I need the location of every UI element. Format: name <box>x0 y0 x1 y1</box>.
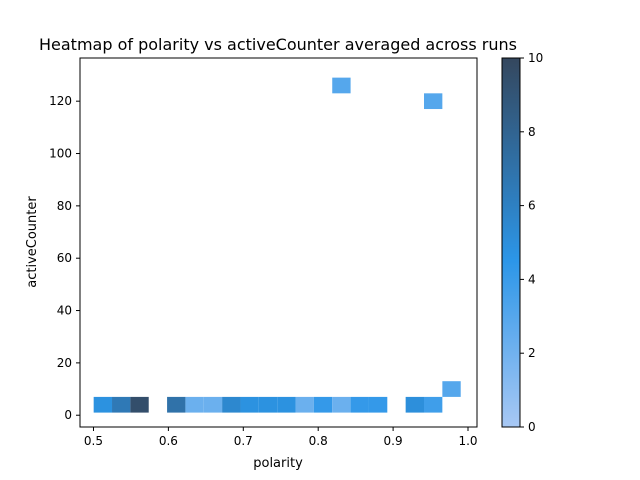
heatmap-cell <box>203 396 223 413</box>
x-tick-label: 0.8 <box>309 434 328 448</box>
heatmap-cell <box>332 77 351 94</box>
heatmap-cell <box>332 396 351 413</box>
x-tick-label: 0.7 <box>234 434 253 448</box>
heatmap-cell <box>424 396 443 413</box>
heatmap-cell <box>130 396 149 413</box>
heatmap-cell <box>368 396 388 413</box>
colorbar-tick-label: 6 <box>528 199 536 213</box>
y-tick-label: 20 <box>57 356 72 370</box>
chart-title: Heatmap of polarity vs activeCounter ave… <box>39 35 517 54</box>
y-tick-label: 80 <box>57 199 72 213</box>
y-axis-label: activeCounter <box>25 196 40 288</box>
heatmap-cell <box>442 381 461 397</box>
x-tick-label: 0.6 <box>159 434 178 448</box>
colorbar-tick-label: 4 <box>528 272 536 286</box>
colorbar-tick-label: 0 <box>528 420 536 434</box>
heatmap-cell <box>167 396 186 413</box>
x-axis-ticks: 0.5 0.6 0.7 0.8 0.9 1.0 <box>84 427 478 448</box>
heatmap-cell <box>350 396 369 413</box>
colorbar-tick-label: 2 <box>528 346 536 360</box>
colorbar <box>501 57 521 428</box>
x-tick-label: 0.5 <box>84 434 103 448</box>
y-tick-label: 120 <box>49 94 72 108</box>
heatmap-cell <box>258 396 278 413</box>
y-tick-label: 60 <box>57 251 72 265</box>
heatmap-cell <box>185 396 204 413</box>
x-tick-label: 1.0 <box>458 434 477 448</box>
y-tick-label: 0 <box>64 408 72 422</box>
heatmap-cell <box>277 396 296 413</box>
x-tick-label: 0.9 <box>384 434 403 448</box>
colorbar-tick-label: 8 <box>528 125 536 139</box>
heatmap-cell <box>313 396 333 413</box>
heatmap-cell <box>295 396 314 413</box>
y-tick-label: 100 <box>49 147 72 161</box>
heatmap-cell <box>112 396 131 413</box>
heatmap-cell <box>405 396 424 413</box>
plot-area-frame <box>79 57 478 428</box>
y-axis-ticks: 0 20 40 60 80 100 120 <box>49 94 80 422</box>
y-tick-label: 40 <box>57 304 72 318</box>
x-axis-label: polarity <box>253 456 303 471</box>
heatmap-cell <box>222 396 241 413</box>
colorbar-tick-label: 10 <box>528 51 543 65</box>
heatmap-cell <box>93 396 113 413</box>
heatmap-cell <box>240 396 259 413</box>
heatmap-cell <box>424 93 443 110</box>
colorbar-ticks: 0 2 4 6 8 10 <box>520 51 543 434</box>
heatmap-cells <box>93 77 461 413</box>
